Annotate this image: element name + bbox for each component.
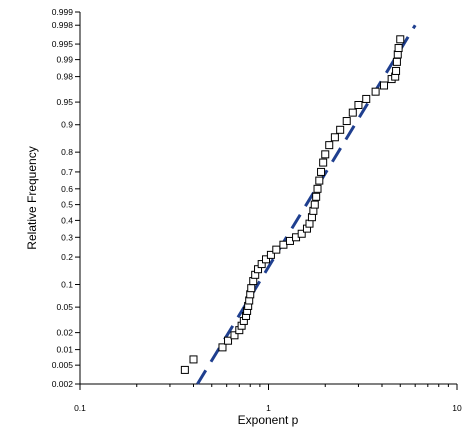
data-point bbox=[325, 141, 334, 150]
data-point bbox=[362, 94, 371, 103]
y-tick-label: 0.9 bbox=[61, 120, 73, 130]
y-tick-label: 0.995 bbox=[52, 39, 74, 49]
data-point bbox=[348, 108, 357, 117]
y-tick-label: 0.005 bbox=[52, 360, 74, 370]
y-tick-label: 0.8 bbox=[61, 147, 73, 157]
data-point bbox=[224, 336, 233, 345]
fit-line bbox=[196, 24, 417, 385]
data-point bbox=[380, 81, 389, 90]
data-point bbox=[319, 158, 328, 167]
x-tick-label: 0.1 bbox=[74, 403, 86, 413]
x-tick-label: 10 bbox=[452, 403, 462, 413]
y-tick-label: 0.99 bbox=[56, 55, 73, 65]
x-tick-label: 1 bbox=[266, 403, 271, 413]
data-point bbox=[312, 192, 321, 201]
data-point bbox=[247, 284, 256, 293]
data-point bbox=[218, 343, 227, 352]
data-point bbox=[310, 200, 319, 209]
fit-line-group bbox=[196, 24, 417, 385]
data-point bbox=[330, 133, 339, 142]
data-point bbox=[257, 260, 266, 269]
data-point bbox=[230, 331, 239, 340]
x-axis-ticks: 0.1 1 10 bbox=[74, 384, 462, 413]
y-tick-label: 0.05 bbox=[56, 302, 73, 312]
data-point bbox=[371, 87, 380, 96]
data-point bbox=[180, 365, 189, 374]
data-point bbox=[342, 117, 351, 126]
y-axis-ticks: 0.002 0.005 0.01 0.02 0.05 0.1 0.2 0.3 0.4 0.5 0.6… bbox=[52, 7, 80, 389]
y-tick-label: 0.98 bbox=[56, 72, 73, 82]
y-tick-label: 0.6 bbox=[61, 184, 73, 194]
y-tick-label: 0.01 bbox=[56, 345, 73, 355]
data-point bbox=[321, 150, 330, 159]
data-point bbox=[396, 35, 405, 44]
data-point bbox=[262, 255, 271, 264]
y-tick-label: 0.1 bbox=[61, 279, 73, 289]
data-point bbox=[189, 355, 198, 364]
data-point bbox=[315, 176, 324, 185]
data-point bbox=[279, 240, 288, 249]
data-point bbox=[297, 229, 306, 238]
y-tick-label: 0.95 bbox=[56, 97, 73, 107]
data-point bbox=[305, 219, 314, 228]
y-tick-label: 0.5 bbox=[61, 200, 73, 210]
data-point bbox=[313, 184, 322, 193]
x-axis-title: Exponent p bbox=[238, 413, 299, 427]
data-point bbox=[392, 66, 401, 75]
y-tick-label: 0.02 bbox=[56, 328, 73, 338]
y-tick-label: 0.998 bbox=[52, 20, 74, 30]
y-tick-label: 0.999 bbox=[52, 7, 74, 17]
y-tick-label: 0.3 bbox=[61, 232, 73, 242]
y-axis-title: Relative Frequency bbox=[25, 146, 39, 249]
y-tick-label: 0.002 bbox=[52, 379, 74, 389]
data-points bbox=[180, 35, 405, 374]
y-tick-label: 0.2 bbox=[61, 252, 73, 262]
data-point bbox=[394, 44, 403, 53]
data-point bbox=[392, 57, 401, 66]
axes bbox=[79, 12, 457, 385]
data-point bbox=[317, 167, 326, 176]
data-point bbox=[336, 125, 345, 134]
data-point bbox=[272, 245, 281, 254]
data-point bbox=[266, 250, 275, 259]
y-tick-label: 0.7 bbox=[61, 167, 73, 177]
y-tick-label: 0.4 bbox=[61, 215, 73, 225]
data-point bbox=[354, 100, 363, 109]
